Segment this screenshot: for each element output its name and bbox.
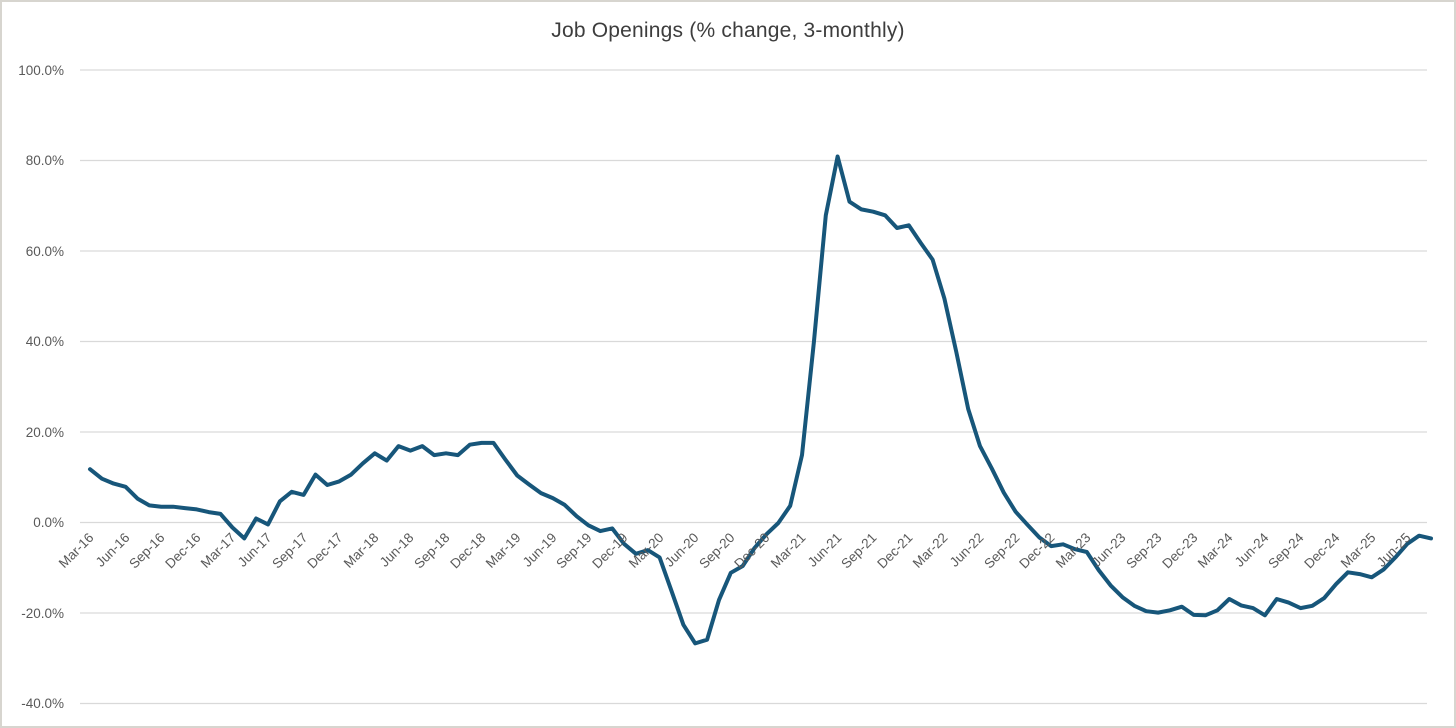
y-axis-tick-label: 100.0% <box>18 62 64 78</box>
y-axis-tick-label: 40.0% <box>25 334 64 349</box>
y-axis-tick-label: 20.0% <box>25 424 64 440</box>
gridlines <box>80 69 1427 705</box>
y-axis-tick-label: -20.0% <box>21 605 64 621</box>
y-axis-tick-label: 80.0% <box>25 153 64 168</box>
y-axis-tick-label: 0.0% <box>33 515 64 530</box>
job-openings-series-line <box>88 154 1433 646</box>
y-axis-tick-label: -40.0% <box>21 696 64 711</box>
y-axis-tick-label: 60.0% <box>25 243 64 259</box>
chart-title: Job Openings (% change, 3-monthly) <box>551 19 905 42</box>
